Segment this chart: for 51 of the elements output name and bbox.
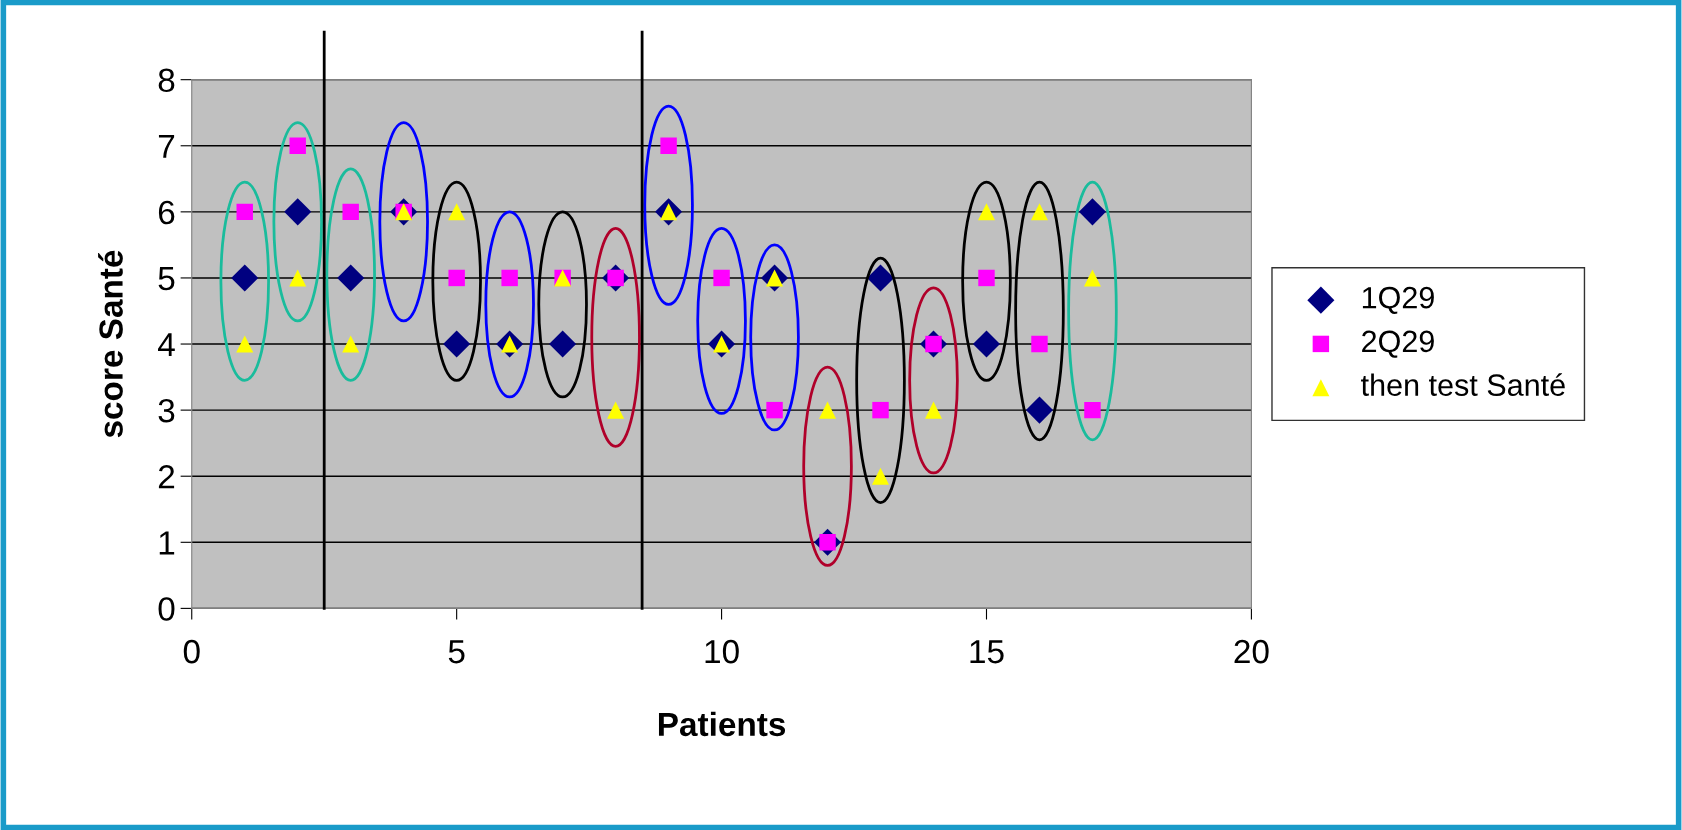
point (549, 330, 577, 358)
point (713, 269, 730, 287)
point (872, 467, 890, 485)
legend-label: then test Santé (1361, 373, 1565, 396)
x-tick-label: 20 (1234, 639, 1269, 664)
point (448, 203, 466, 221)
x-tick-label: 5 (448, 640, 465, 664)
point (443, 330, 471, 358)
point (766, 401, 783, 419)
point (660, 137, 677, 154)
y-tick-label: 4 (158, 333, 175, 357)
point (872, 401, 889, 419)
point (501, 269, 518, 287)
point (342, 203, 359, 221)
point (972, 330, 1001, 358)
y-tick-label: 1 (159, 531, 175, 555)
point (607, 401, 625, 419)
point (284, 198, 312, 226)
y-tick-label: 8 (158, 68, 175, 93)
point (978, 269, 995, 287)
legend-label: 2Q29 (1362, 330, 1434, 358)
point (866, 264, 895, 292)
point (342, 335, 360, 353)
point (1084, 401, 1101, 419)
y-tick-label: 0 (158, 597, 175, 621)
point (236, 203, 253, 221)
point (236, 335, 254, 353)
legend-label: 1Q29 (1362, 286, 1434, 314)
x-tick-label: 10 (705, 639, 739, 664)
x-tick-label: 0 (183, 639, 200, 664)
point (1025, 396, 1054, 424)
y-axis-title: score Santé (98, 250, 123, 438)
y-tick-label: 5 (158, 267, 175, 291)
point (289, 269, 307, 287)
y-tick-label: 2 (158, 465, 175, 489)
point (337, 264, 365, 292)
point (448, 269, 465, 287)
point (1078, 198, 1106, 226)
point (925, 401, 943, 419)
y-tick-label: 6 (158, 200, 175, 225)
point (819, 401, 837, 419)
point (289, 137, 306, 154)
x-axis-title: Patients (658, 711, 786, 737)
point (231, 264, 259, 292)
point (1031, 335, 1048, 353)
point (977, 203, 995, 221)
y-tick-label: 7 (158, 134, 175, 158)
point (1030, 203, 1048, 221)
point (1083, 269, 1101, 287)
y-tick-label: 3 (158, 398, 175, 423)
x-tick-label: 15 (970, 640, 1004, 664)
